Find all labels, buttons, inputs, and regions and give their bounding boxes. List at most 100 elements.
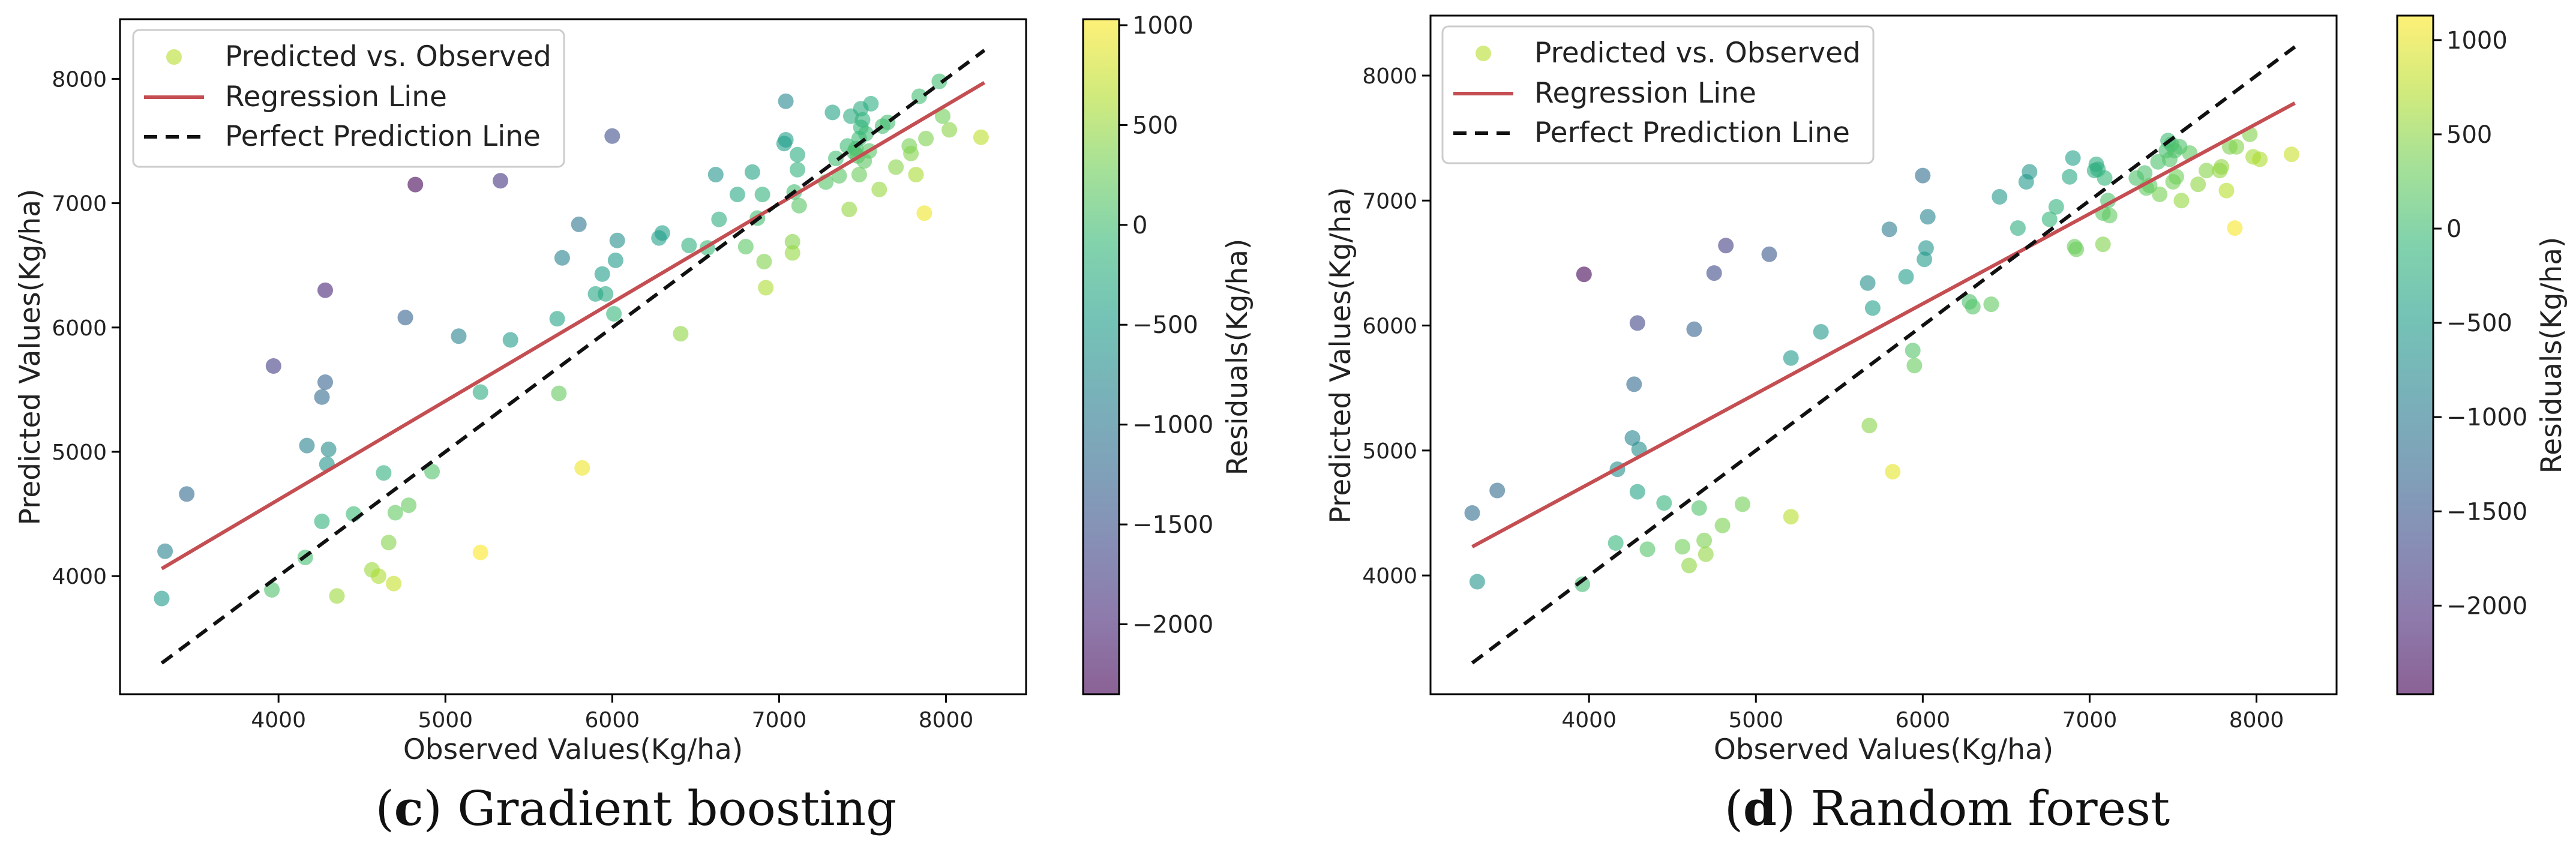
scatter-point xyxy=(790,161,805,178)
scatter-point xyxy=(1905,343,1921,359)
x-tick-label: 6000 xyxy=(1896,708,1951,733)
scatter-point xyxy=(1674,539,1690,555)
x-tick-label: 6000 xyxy=(585,708,640,733)
scatter-point xyxy=(598,286,614,302)
scatter-point xyxy=(1783,509,1799,525)
scatter-point xyxy=(1735,496,1750,512)
scatter-point xyxy=(854,112,871,128)
scatter-point xyxy=(681,238,697,254)
scatter-point xyxy=(299,437,315,454)
scatter-point xyxy=(791,197,807,214)
scatter-point xyxy=(918,130,934,146)
y-axis-label-gradient-boosting: Predicted Values(Kg/ha) xyxy=(14,189,47,526)
panel-gradient-boosting: 4000 5000 6000 7000 8000 4000500060007000800… xyxy=(14,12,1254,766)
y-tick-label: 7000 xyxy=(1362,189,1417,214)
colorbar-tick-label: 1000 xyxy=(2446,27,2508,55)
regression-line-gradient-boosting xyxy=(160,81,986,571)
caption-text: Random forest xyxy=(1795,781,2170,836)
scatter-point xyxy=(1860,275,1876,291)
scatter-point xyxy=(1861,418,1878,434)
scatter-point xyxy=(2190,176,2206,193)
scatter-point xyxy=(549,311,565,327)
scatter-point xyxy=(2199,163,2215,179)
y-tick-label: 5000 xyxy=(1362,439,1417,464)
scatter-point xyxy=(1813,324,1829,340)
scatter-point xyxy=(851,167,867,182)
scatter-point xyxy=(1718,238,1734,254)
scatter-point xyxy=(387,505,403,521)
colorbar-tick-label: −1000 xyxy=(2446,404,2527,431)
legend-scatter-label: Predicted vs. Observed xyxy=(225,40,551,73)
x-ticks-gradient-boosting: 4000 5000 6000 7000 8000 xyxy=(251,694,973,733)
caption-text: Gradient boosting xyxy=(442,781,897,836)
scatter-point xyxy=(824,104,841,121)
scatter-point xyxy=(606,306,622,322)
scatter-point xyxy=(2214,159,2230,175)
colorbar-tick-label: −2000 xyxy=(1132,611,1213,639)
legend-perfect-label: Perfect Prediction Line xyxy=(225,120,541,153)
scatter-point xyxy=(604,128,620,144)
scatter-point xyxy=(2095,236,2111,253)
scatter-point xyxy=(935,108,950,124)
scatter-point xyxy=(1575,576,1591,592)
y-ticks-gradient-boosting: 4000 5000 6000 7000 8000 xyxy=(52,67,120,589)
colorbar-tick-label: −500 xyxy=(1132,311,1198,339)
y-tick-label: 8000 xyxy=(52,67,107,92)
scatter-point xyxy=(314,514,330,529)
scatter-point xyxy=(571,216,587,232)
scatter-point xyxy=(711,211,727,227)
scatter-point xyxy=(2229,139,2245,155)
x-axis-label-gradient-boosting: Observed Values(Kg/ha) xyxy=(403,733,743,766)
scatter-point xyxy=(317,282,333,298)
scatter-point xyxy=(784,245,800,261)
scatter-point xyxy=(2062,169,2078,185)
scatter-point xyxy=(1696,532,1713,548)
colorbar-ticks-gradient-boosting: 1000 500 0 −500 −1000 −1500 −2000 xyxy=(1119,12,1213,639)
scatter-point xyxy=(594,266,610,282)
colorbar-tick-label: 500 xyxy=(1132,112,1178,139)
scatter-point xyxy=(2101,208,2118,224)
scatter-point xyxy=(1639,541,1656,557)
scatter-point xyxy=(407,176,424,193)
y-tick-label: 6000 xyxy=(1362,314,1417,339)
legend-perfect-label: Perfect Prediction Line xyxy=(1534,116,1850,149)
scatter-point xyxy=(654,225,670,241)
colorbar-tick-label: 0 xyxy=(1132,212,1147,239)
legend-scatter-marker xyxy=(1476,46,1491,61)
scatter-point xyxy=(1965,299,1981,315)
scatter-point xyxy=(2068,241,2085,257)
scatter-point xyxy=(1898,269,1914,285)
x-axis-label-random-forest: Observed Values(Kg/ha) xyxy=(1714,733,2053,766)
colorbar-tick-label: −1000 xyxy=(1132,412,1213,439)
scatter-point xyxy=(1681,557,1697,574)
scatter-point xyxy=(1626,376,1642,392)
scatter-point xyxy=(871,181,887,197)
scatter-point xyxy=(2022,164,2038,180)
scatter-point xyxy=(756,254,772,269)
scatter-point xyxy=(2283,146,2299,163)
colorbar-label-random-forest: Residuals(Kg/ha) xyxy=(2535,237,2568,474)
scatter-point xyxy=(179,486,195,502)
scatter-point xyxy=(1714,517,1731,533)
scatter-point xyxy=(1983,296,1999,313)
scatter-point xyxy=(2227,220,2243,236)
scatter-point xyxy=(863,95,879,112)
colorbar-tick-label: −500 xyxy=(2446,310,2512,337)
scatter-point xyxy=(607,252,623,268)
caption-letter: c xyxy=(394,780,424,836)
x-tick-label: 8000 xyxy=(919,708,974,733)
scatter-point xyxy=(380,535,397,551)
scatter-point xyxy=(371,568,386,584)
scatter-point xyxy=(1992,189,2008,205)
scatter-point xyxy=(2137,165,2153,181)
panel-random-forest: 4000 5000 6000 7000 8000 4000500060007000800… xyxy=(1324,14,2568,766)
scatter-point xyxy=(397,310,413,326)
y-tick-label: 4000 xyxy=(52,565,107,589)
y-tick-label: 5000 xyxy=(52,440,107,465)
scatter-point xyxy=(2173,193,2190,209)
scatter-point xyxy=(2218,182,2235,199)
colorbar-gradient-boosting: 1000 500 0 −500 −1000 −1500 −2000 Residuals(Kg… xyxy=(1082,12,1254,695)
scatter-point xyxy=(858,125,874,142)
scatter-point xyxy=(737,239,754,255)
